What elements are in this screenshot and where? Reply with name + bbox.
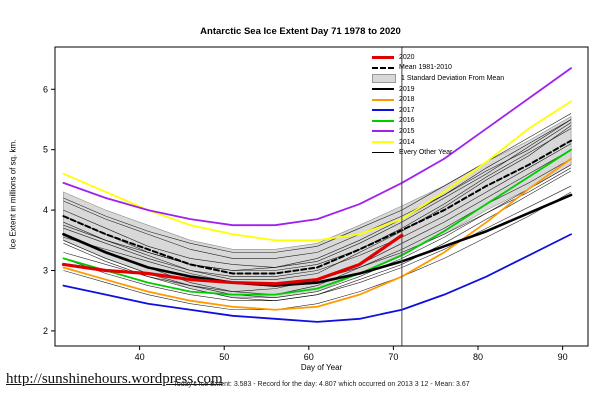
series-line-mean-1981-2010 — [62, 139, 573, 275]
legend-item-2015: 2015 — [372, 126, 504, 137]
x-tick-label: 60 — [304, 352, 314, 362]
y-tick-label: 4 — [43, 205, 48, 215]
x-tick-label: 50 — [219, 352, 229, 362]
legend-label: 2014 — [399, 138, 415, 146]
other-year-line — [63, 191, 572, 311]
legend-label: 2019 — [399, 85, 415, 93]
legend-label: 2015 — [399, 127, 415, 135]
x-axis-label: Day of Year — [300, 363, 343, 372]
other-year-line — [63, 119, 572, 271]
chart-legend: 2020 Mean 1981-2010 1 Standard Deviation F… — [372, 52, 504, 158]
y-tick-label: 2 — [43, 326, 48, 336]
y-tick-label: 3 — [43, 265, 48, 275]
site-url-link[interactable]: http://sunshinehours.wordpress.com — [6, 371, 223, 387]
footer-caption: Today's Ice Extent: 3.583 - Record for t… — [173, 381, 470, 388]
legend-swatch — [372, 152, 394, 154]
x-tick-label: 80 — [473, 352, 483, 362]
legend-item-2019: 2019 — [372, 84, 504, 95]
series-line-2017 — [62, 233, 572, 323]
other-year-line — [63, 143, 572, 277]
legend-label: Every Other Year — [399, 149, 453, 157]
y-tick-label: 5 — [43, 145, 48, 155]
legend-swatch — [372, 98, 394, 101]
legend-label: 2016 — [399, 117, 415, 125]
legend-item-every-other-year: Every Other Year — [372, 147, 504, 158]
other-year-line — [63, 185, 572, 301]
legend-label: Mean 1981-2010 — [399, 64, 452, 72]
other-year-line — [63, 122, 572, 259]
series-line-2019 — [62, 193, 573, 287]
legend-item-2020: 2020 — [372, 52, 504, 63]
series-line-2016 — [62, 148, 572, 296]
legend-swatch — [372, 109, 394, 112]
series-line-2018 — [62, 157, 572, 311]
legend-swatch — [372, 141, 394, 144]
legend-item-2018: 2018 — [372, 94, 504, 105]
legend-swatch — [372, 130, 394, 133]
x-tick-label: 70 — [388, 352, 398, 362]
legend-item-mean-1981-2010: Mean 1981-2010 — [372, 63, 504, 74]
chart-title: Antarctic Sea Ice Extent Day 71 1978 to … — [200, 26, 401, 37]
legend-label: 2017 — [399, 106, 415, 114]
legend-label: 2020 — [399, 53, 415, 61]
legend-item-2017: 2017 — [372, 105, 504, 116]
x-tick-label: 90 — [558, 352, 568, 362]
legend-item-1-standard-deviation-from-mean: 1 Standard Deviation From Mean — [372, 73, 504, 84]
legend-swatch — [372, 55, 394, 59]
legend-swatch — [372, 88, 394, 91]
x-tick-label: 40 — [135, 352, 145, 362]
series-line-2020 — [61, 233, 404, 286]
legend-item-2014: 2014 — [372, 137, 504, 148]
legend-item-2016: 2016 — [372, 116, 504, 127]
y-tick-label: 6 — [43, 84, 48, 94]
legend-label: 1 Standard Deviation From Mean — [401, 74, 505, 82]
plot-border — [54, 46, 589, 347]
legend-label: 2018 — [399, 96, 415, 104]
series-line-2015 — [62, 67, 572, 227]
other-year-line — [63, 125, 572, 280]
legend-swatch — [372, 73, 396, 83]
other-year-line — [63, 119, 572, 268]
legend-swatch — [372, 119, 394, 122]
legend-swatch — [372, 66, 394, 69]
